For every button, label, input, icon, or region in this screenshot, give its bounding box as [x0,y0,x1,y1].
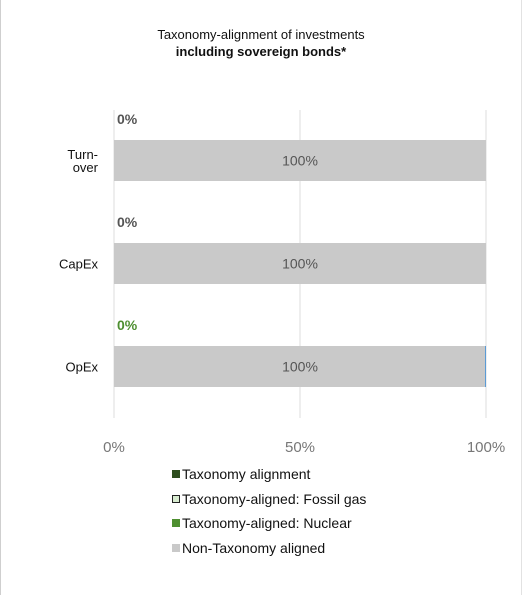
legend-swatch-0 [172,470,180,478]
stacked-bar-chart: 100% 0% Turn-over 100% 0% CapEx 100% 0% OpEx 0% 50… [59,110,505,456]
aligned-value-label-0: 0% [117,111,138,127]
legend-item-0: Taxonomy alignment [172,462,366,487]
bar-value-label-0: 100% [282,153,318,169]
frame-left-border [0,0,1,595]
category-label-0: Turn-over [67,147,98,175]
chart-subtitle: including sovereign bonds* [175,44,347,59]
aligned-value-label-2: 0% [117,317,138,333]
legend-swatch-3 [172,543,180,552]
bar-value-label-1: 100% [282,256,318,272]
legend-swatch-1 [172,494,180,503]
legend-label-1: Taxonomy-aligned: Fossil gas [182,490,367,507]
category-label-1: CapEx [59,257,99,272]
bar-value-label-2: 100% [282,359,318,375]
legend-label-3: Non-Taxonomy aligned [182,539,326,556]
bar-0-series-3 [114,140,486,181]
legend-item-3: Non-Taxonomy aligned [172,536,366,561]
legend-item-2: Taxonomy-aligned: Nuclear [172,511,366,536]
legend-swatch-2 [172,519,180,527]
category-label-2-line-0: OpEx [65,360,98,375]
category-label-0-line-0: Turn- [67,147,98,162]
bar-2-series-3 [114,346,486,387]
x-tick-label-0: 0% [103,439,125,456]
chart-legend: Taxonomy alignment Taxonomy-aligned: Foss… [172,462,366,560]
x-tick-label-2: 100% [467,439,505,456]
category-label-0-line-1: over [73,160,99,175]
x-tick-label-1: 50% [285,439,315,456]
legend-label-0: Taxonomy alignment [182,466,311,482]
chart-title: Taxonomy-alignment of investments [157,27,365,42]
bar-1-series-3 [114,243,486,284]
aligned-value-label-1: 0% [117,214,138,230]
category-label-2: OpEx [65,360,98,375]
legend-label-2: Taxonomy-aligned: Nuclear [182,515,352,531]
category-label-1-line-0: CapEx [59,257,99,272]
legend-item-1: Taxonomy-aligned: Fossil gas [172,487,366,512]
